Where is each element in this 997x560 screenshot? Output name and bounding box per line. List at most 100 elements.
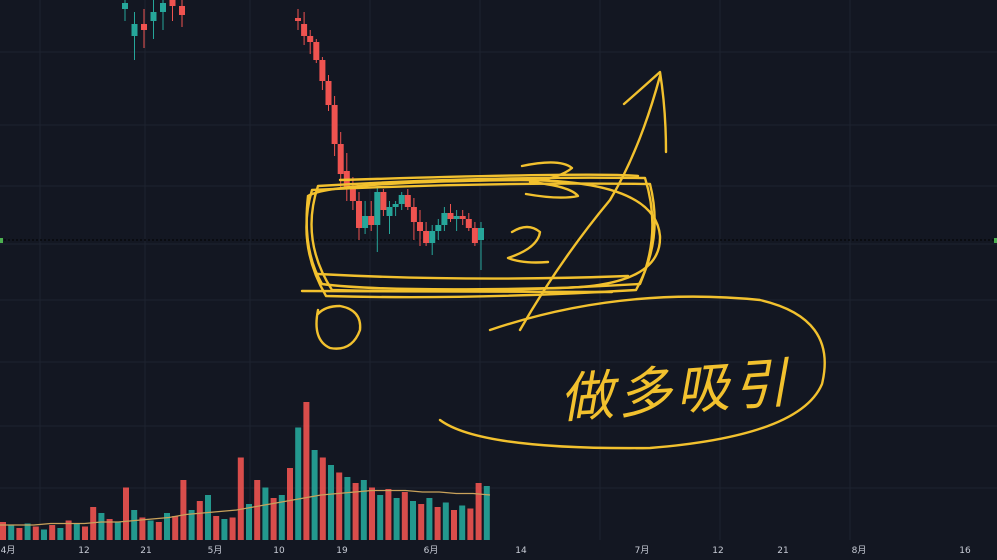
candle-body [122,3,128,9]
volume-bar [32,526,39,540]
volume-bar [24,523,31,540]
candle-body [447,213,454,219]
volume-bar [393,498,400,540]
candle-body [301,24,308,36]
volume-bar [65,520,72,540]
volume-bar [295,427,302,540]
x-tick-label: 8月 [852,545,867,556]
x-tick-label: 21 [140,546,151,556]
consolidation-box-bottom [316,272,630,280]
x-tick-label: 14 [515,546,527,556]
candle-body [356,201,362,228]
volume-bar [90,507,97,540]
candle-body [319,60,326,81]
breakout-arrow-shaft [518,74,662,332]
volume-bar [287,468,293,540]
volume-bar [336,472,343,540]
volume-bar [147,520,154,540]
candle-body [160,3,166,12]
volume-bar [221,519,228,540]
support-line [300,289,614,294]
volume-bar [131,510,138,540]
candle-body [423,231,430,243]
candle-body [417,222,423,231]
text-ellipse [438,295,826,450]
volume-bar [155,522,162,540]
volume-bar [123,487,129,540]
volume-bar [385,489,392,540]
x-tick-label: 12 [78,546,89,556]
candle-body [410,207,417,222]
x-tick-label: 10 [273,546,285,556]
candle-body [179,6,185,15]
candle-body [380,192,387,210]
label-2 [506,225,550,264]
x-tick-label: 16 [959,546,971,556]
volume-bar [475,483,482,540]
volume-bar [98,513,105,540]
volume-bar [73,523,80,540]
candle-body [374,192,381,225]
candle-body [362,216,369,228]
volume-bar [451,510,457,540]
volume-bar [434,507,441,540]
volume-bar [262,487,269,540]
candle-body [307,36,314,42]
volume-bar [57,528,64,540]
candle-body [429,231,436,243]
volume-bar [418,504,425,540]
candle-body [331,105,338,144]
volume-bar [196,501,203,540]
candle-body [337,144,344,174]
price-marker [0,238,3,243]
x-tick-label: 21 [777,546,788,556]
x-tick-label: 4月 [1,545,16,556]
price-marker [994,238,997,243]
volume-bar [254,480,261,540]
volume-bar [467,508,474,540]
volume-bar [303,402,310,540]
candle-body [465,219,472,228]
volume-bar [188,510,195,540]
volume-bar [205,495,211,540]
volume-bar [401,492,408,540]
volume-bar [180,480,187,540]
handwritten-annotations: 做多吸引 [300,70,826,450]
candle-body [441,213,448,225]
volume-bar [311,450,318,540]
x-tick-label: 7月 [635,545,650,556]
candle-body [295,18,301,21]
volume-bar [270,498,277,540]
volume-bar [369,487,375,540]
handwritten-note: 做多吸引 [558,351,794,430]
candles [122,0,484,270]
candle-body [169,0,176,6]
time-axis-bg [0,540,997,560]
candle-body [459,216,466,219]
volume-bar [106,519,113,540]
candle-body [435,225,442,231]
x-tick-label: 19 [336,546,348,556]
candle-body [131,24,138,36]
time-axis: 4月 12 21 5月 10 19 6月 14 7月 12 21 8月 16 [0,540,997,560]
candle-body [392,204,399,207]
grid [0,0,997,540]
volume-bar [164,513,170,540]
candle-body [313,42,320,60]
volume-bar [360,480,367,540]
breakout-arrow-head [622,70,668,154]
volume-bar [82,526,88,540]
volume-bar [172,516,179,540]
candle-body [368,216,375,225]
volume-bar [49,525,56,540]
volume-bar [213,516,220,540]
volume-bar [0,522,6,540]
volume-bar [459,505,466,540]
label-1 [315,304,362,350]
candle-body [150,12,157,21]
volume-bar [246,504,252,540]
candle-body [349,189,356,201]
x-tick-label: 5月 [208,545,223,556]
